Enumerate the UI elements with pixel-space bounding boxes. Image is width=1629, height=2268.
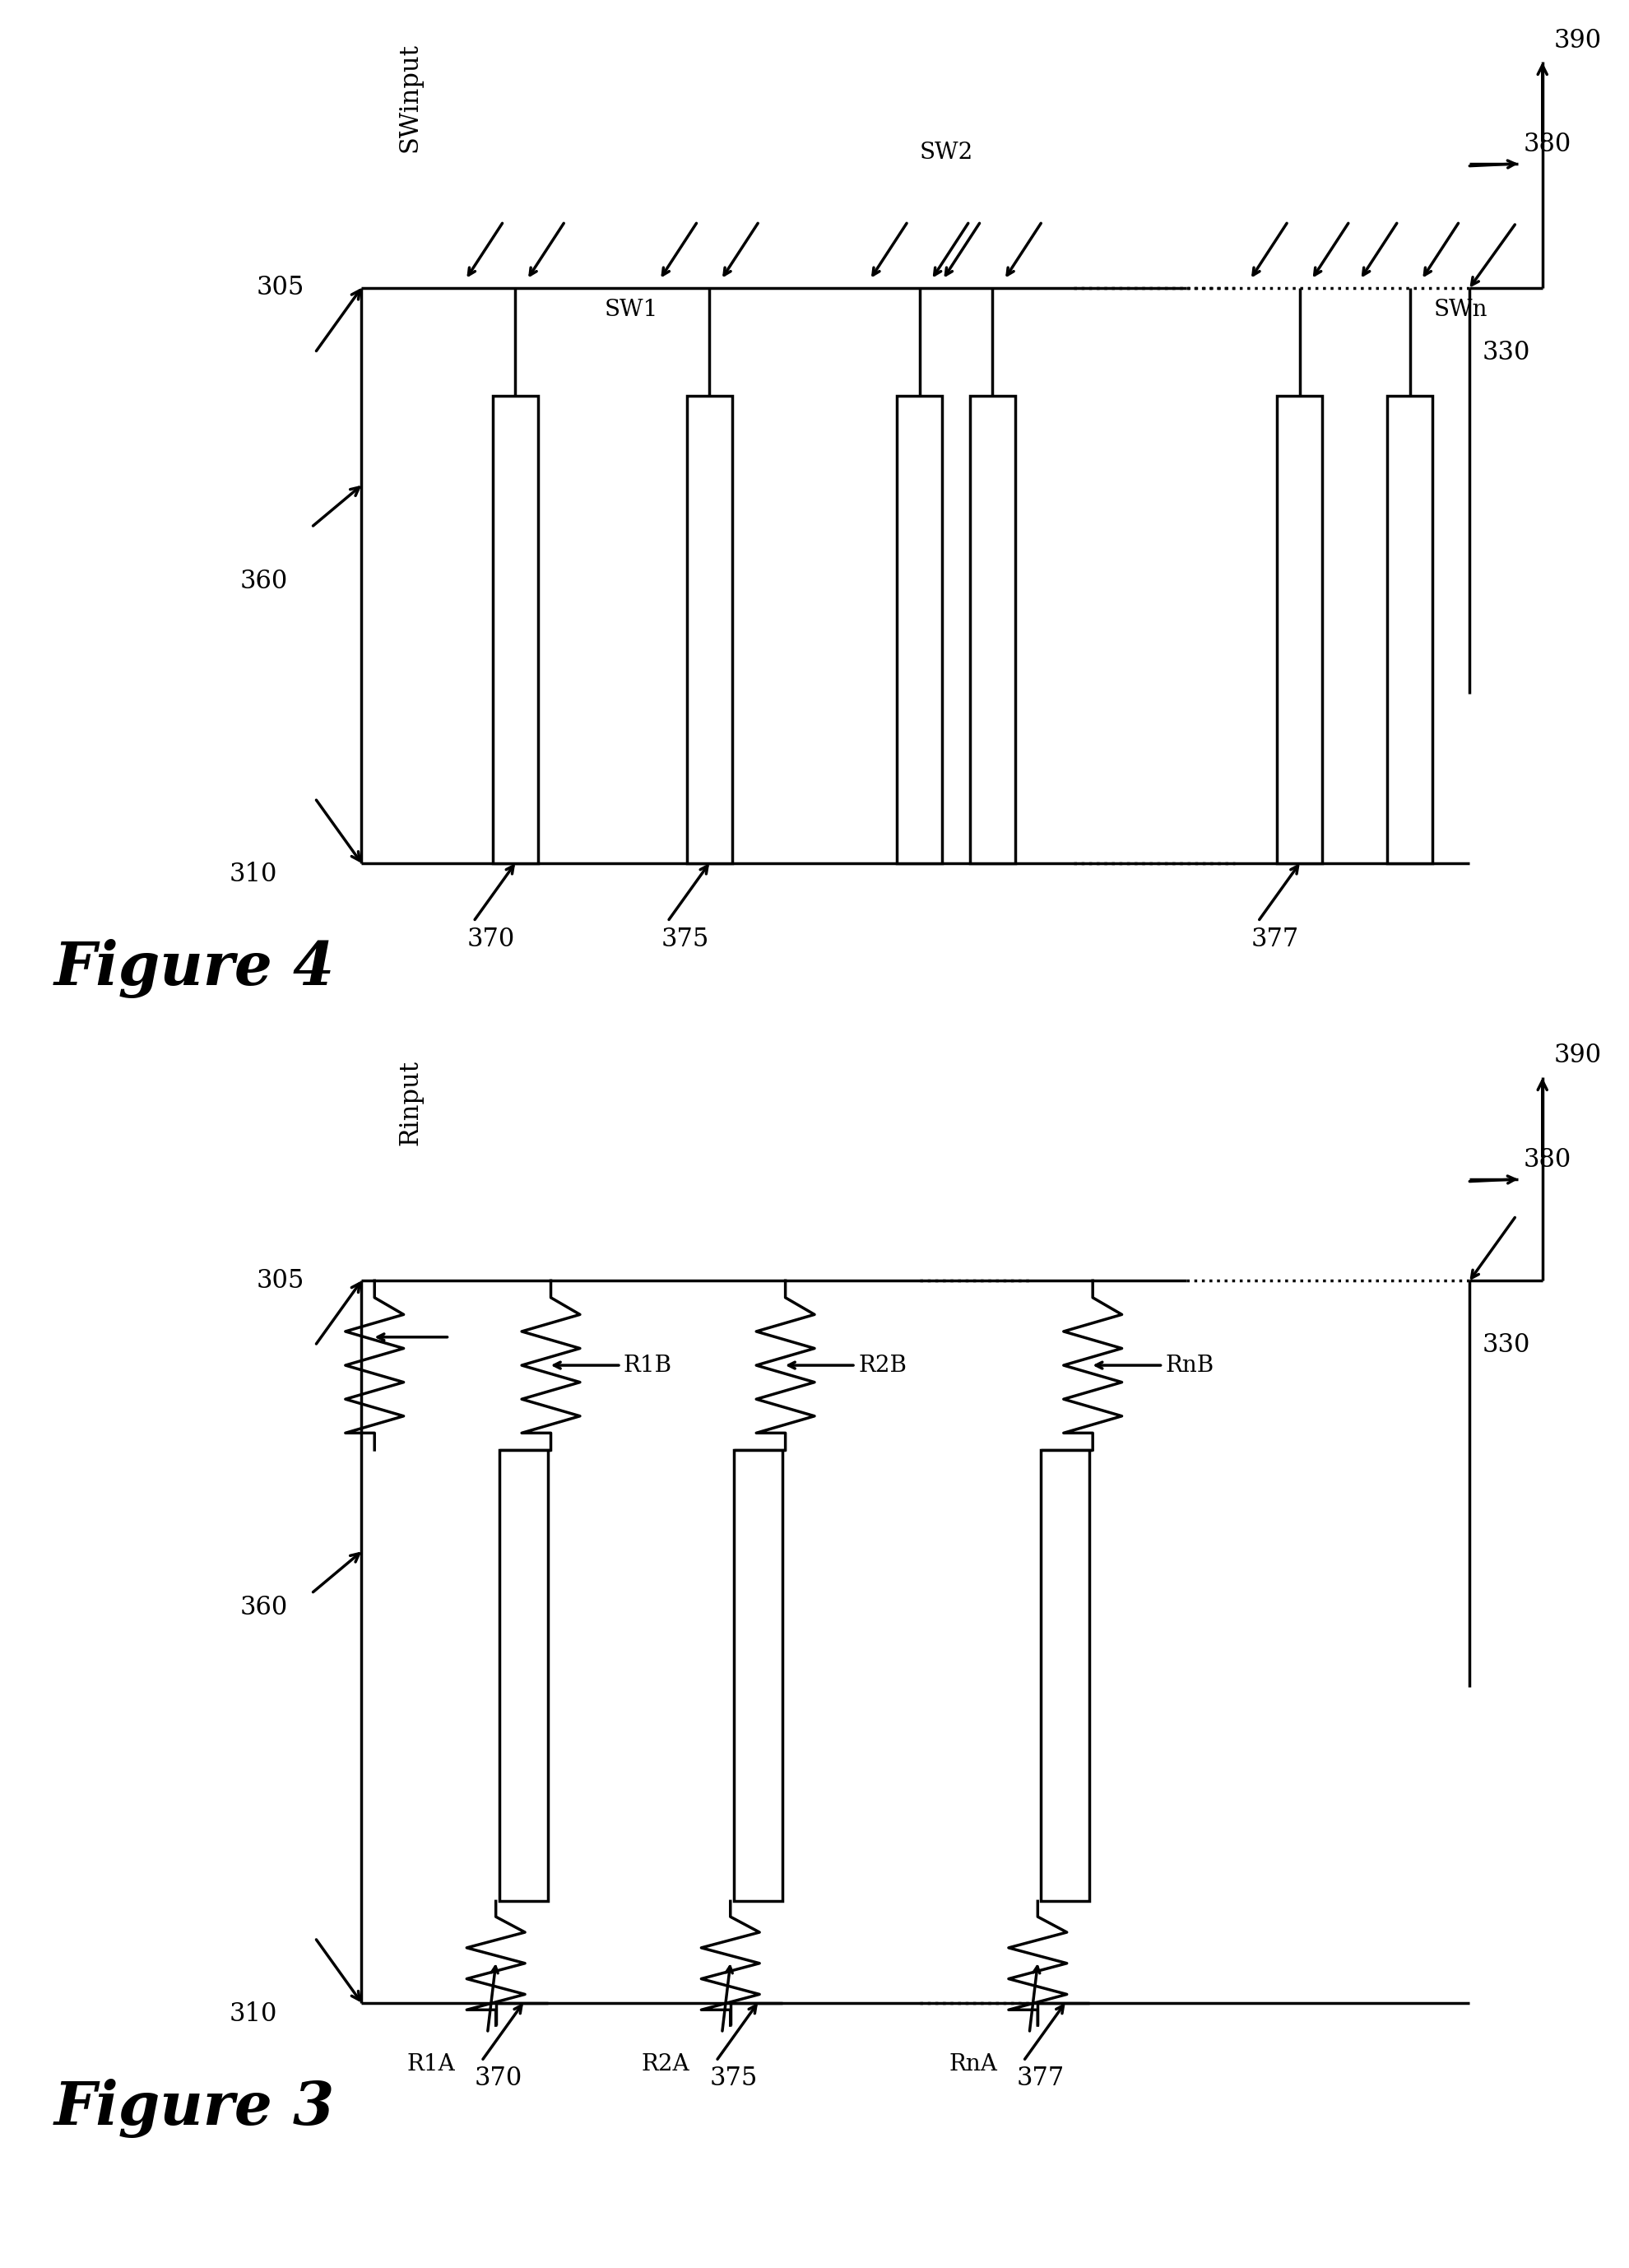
Text: 390: 390 bbox=[1554, 27, 1601, 52]
Text: Figure 3: Figure 3 bbox=[54, 2080, 336, 2139]
Text: 377: 377 bbox=[1251, 925, 1300, 953]
Bar bbox=[898, 397, 942, 864]
Text: 390: 390 bbox=[1554, 1043, 1601, 1068]
Bar bbox=[492, 397, 538, 864]
Text: 305: 305 bbox=[256, 1268, 305, 1293]
Text: SWn: SWn bbox=[1434, 299, 1487, 322]
Text: 370: 370 bbox=[474, 2066, 523, 2091]
Bar bbox=[1041, 1449, 1090, 1901]
Text: R1B: R1B bbox=[624, 1354, 673, 1377]
Text: 330: 330 bbox=[1482, 340, 1531, 365]
Text: 380: 380 bbox=[1523, 1148, 1570, 1173]
Text: 310: 310 bbox=[230, 2000, 277, 2028]
Text: 360: 360 bbox=[239, 569, 288, 594]
Text: SW2: SW2 bbox=[920, 141, 973, 163]
Text: 375: 375 bbox=[709, 2066, 757, 2091]
Bar bbox=[733, 1449, 782, 1901]
Text: Rinput: Rinput bbox=[397, 1059, 424, 1145]
Text: R1A: R1A bbox=[407, 2053, 454, 2075]
Text: 377: 377 bbox=[1016, 2066, 1065, 2091]
Text: RnA: RnA bbox=[948, 2053, 997, 2075]
Text: 370: 370 bbox=[468, 925, 515, 953]
Bar bbox=[687, 397, 731, 864]
Bar bbox=[969, 397, 1015, 864]
Text: SW1: SW1 bbox=[604, 299, 658, 322]
Text: SWinput: SWinput bbox=[397, 43, 424, 152]
Text: 330: 330 bbox=[1482, 1334, 1531, 1359]
Text: R2A: R2A bbox=[642, 2053, 689, 2075]
Text: RnB: RnB bbox=[1165, 1354, 1214, 1377]
Text: 310: 310 bbox=[230, 862, 277, 887]
Text: 380: 380 bbox=[1523, 132, 1570, 156]
Text: 375: 375 bbox=[661, 925, 709, 953]
Text: Figure 4: Figure 4 bbox=[54, 939, 336, 998]
Bar bbox=[498, 1449, 547, 1901]
Text: 305: 305 bbox=[256, 274, 305, 302]
Text: 360: 360 bbox=[239, 1594, 288, 1622]
Bar bbox=[1388, 397, 1432, 864]
Text: R2B: R2B bbox=[858, 1354, 907, 1377]
Bar bbox=[1277, 397, 1323, 864]
